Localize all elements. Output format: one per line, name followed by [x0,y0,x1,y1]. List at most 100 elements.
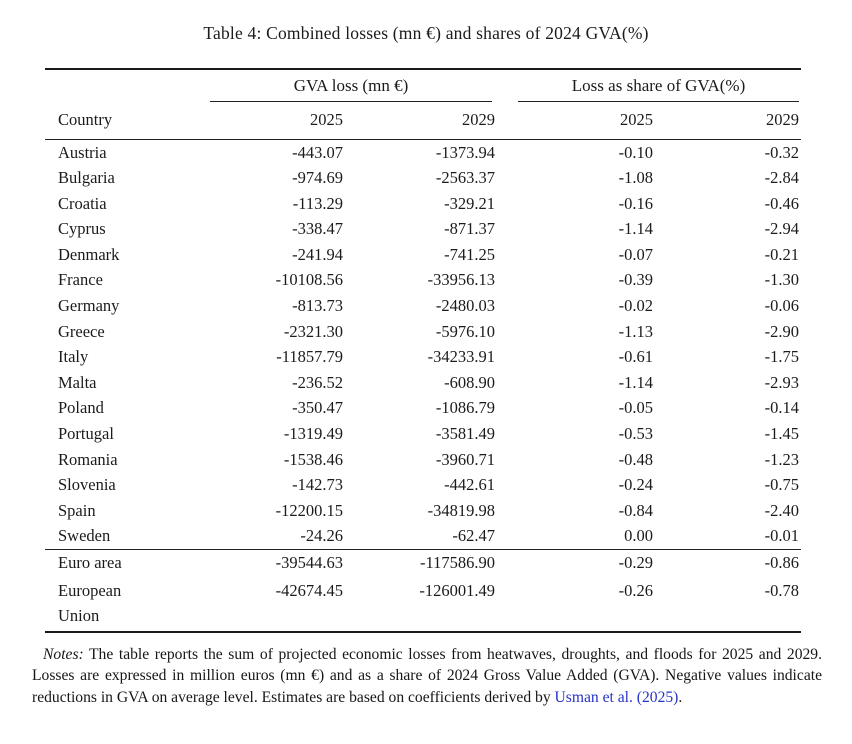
value-cell: -5976.10 [435,321,496,341]
value-cell: -338.47 [292,219,343,239]
value-cell: -62.47 [452,526,496,546]
value-cell: -2.90 [764,321,800,341]
value-cell: -2.84 [764,168,800,188]
value-cell: -0.10 [618,142,654,162]
table-body: Austria -443.07 -1373.94 -0.10 -0.32 Bulgaria… [45,139,801,550]
table-row: Bulgaria -974.69 -2563.37 -1.08 -2.84 [45,165,801,191]
value-cell: -0.75 [764,475,800,495]
value-cell: -0.01 [764,526,800,546]
value-cell: -1.30 [764,270,800,290]
country-cell: France [58,270,103,290]
value-cell: -34819.98 [427,500,496,520]
value-cell: -0.53 [618,424,654,444]
value-cell: -329.21 [444,193,496,213]
value-cell: -1.14 [618,219,654,239]
value-cell: -0.61 [618,347,654,367]
value-cell: -0.06 [764,296,800,316]
value-cell: -113.29 [292,193,343,213]
value-cell: -2480.03 [435,296,496,316]
group-header-share-label: Loss as share of GVA(%) [518,70,800,102]
value-cell: -1538.46 [283,449,343,469]
value-cell: -2563.37 [435,168,496,188]
group-header-share: Loss as share of GVA(%) [497,69,801,102]
value-cell: -1.45 [764,424,800,444]
column-header-share-2029: 2029 [655,102,802,140]
value-cell: -0.05 [618,398,654,418]
country-cell: Sweden [58,526,111,546]
value-cell: -0.02 [618,296,654,316]
value-cell: -3960.71 [435,449,496,469]
group-header-gva-loss-label: GVA loss (mn €) [210,70,493,102]
country-cell: Bulgaria [58,168,115,188]
table-row: Sweden -24.26 -62.47 0.00 -0.01 [45,523,801,549]
value-cell: -0.24 [618,475,654,495]
value-cell: -11857.79 [276,347,343,367]
country-cell: Spain [58,500,96,520]
table-row: Malta -236.52 -608.90 -1.14 -2.93 [45,370,801,396]
column-header-share-2025: 2025 [497,102,656,140]
value-cell: -1373.94 [435,142,496,162]
notes-period: . [678,688,683,706]
table-row: Italy -11857.79 -34233.91 -0.61 -1.75 [45,344,801,370]
country-cell: European Union [45,578,210,632]
value-cell: -0.39 [618,270,654,290]
value-cell: -12200.15 [275,500,343,520]
value-cell: -0.14 [764,398,800,418]
column-header-country: Country [45,102,210,140]
country-cell: Malta [58,372,97,392]
value-cell: -0.26 [618,580,654,600]
losses-table: GVA loss (mn €) Loss as share of GVA(%) … [45,68,802,633]
value-cell: -608.90 [444,372,496,392]
value-cell: -1.08 [618,168,654,188]
value-cell: -0.29 [497,549,656,578]
value-cell: -1319.49 [283,424,343,444]
value-cell: -0.07 [618,244,654,264]
notes-label: Notes: [43,645,84,663]
table-row: Slovenia -142.73 -442.61 -0.24 -0.75 [45,472,801,498]
value-cell: -2.94 [764,219,800,239]
country-name: Euro area [58,553,122,572]
country-cell: Croatia [58,193,107,213]
country-cell: Denmark [58,244,120,264]
value-cell: -974.69 [292,168,343,188]
table-row: Cyprus -338.47 -871.37 -1.14 -2.94 [45,216,801,242]
value-cell: -813.73 [292,296,343,316]
value-cell: -442.61 [444,475,496,495]
country-cell: Portugal [58,424,114,444]
value-cell: -0.78 [764,580,800,600]
table-row: Greece -2321.30 -5976.10 -1.13 -2.90 [45,319,801,345]
value-cell: -126001.49 [419,580,496,600]
value-cell: -1.13 [618,321,654,341]
country-cell: Poland [58,398,104,418]
value-cell: -2.40 [764,500,800,520]
column-header-gva-2025: 2025 [210,102,345,140]
column-header-row: Country 2025 2029 2025 2029 [45,102,802,140]
country-name: European Union [58,580,122,626]
value-cell: -1.14 [618,372,654,392]
table-summary-body: Euro area -39544.63 -117586.90 -0.29 -0.86 Eu… [45,549,802,632]
notes-text: The table reports the sum of projected e… [32,645,822,706]
column-header-gva-2029: 2029 [345,102,498,140]
value-cell: 0.00 [624,526,654,546]
value-cell: -741.25 [444,244,496,264]
table-row: Romania -1538.46 -3960.71 -0.48 -1.23 [45,447,801,473]
value-cell: -2.93 [764,372,800,392]
value-cell: -236.52 [292,372,343,392]
notes: Notes: The table reports the sum of proj… [32,644,822,709]
value-cell: -0.16 [618,193,654,213]
group-header-spacer [45,69,210,102]
value-cell: -241.94 [292,244,343,264]
value-cell: -0.86 [655,549,802,578]
value-cell: -0.32 [764,142,800,162]
value-cell: -0.48 [618,449,654,469]
value-cell: -42674.45 [275,580,343,600]
value-cell: -871.37 [444,219,496,239]
table-row: France -10108.56 -33956.13 -0.39 -1.30 [45,267,801,293]
table-row: Croatia -113.29 -329.21 -0.16 -0.46 [45,191,801,217]
group-header-gva-loss: GVA loss (mn €) [210,69,497,102]
group-header-row: GVA loss (mn €) Loss as share of GVA(%) [45,69,801,102]
value-cell: -34233.91 [427,347,496,367]
table-row: Portugal -1319.49 -3581.49 -0.53 -1.45 [45,421,801,447]
table-caption: Table 4: Combined losses (mn €) and shar… [203,23,649,43]
citation-link[interactable]: Usman et al. (2025) [554,688,679,706]
